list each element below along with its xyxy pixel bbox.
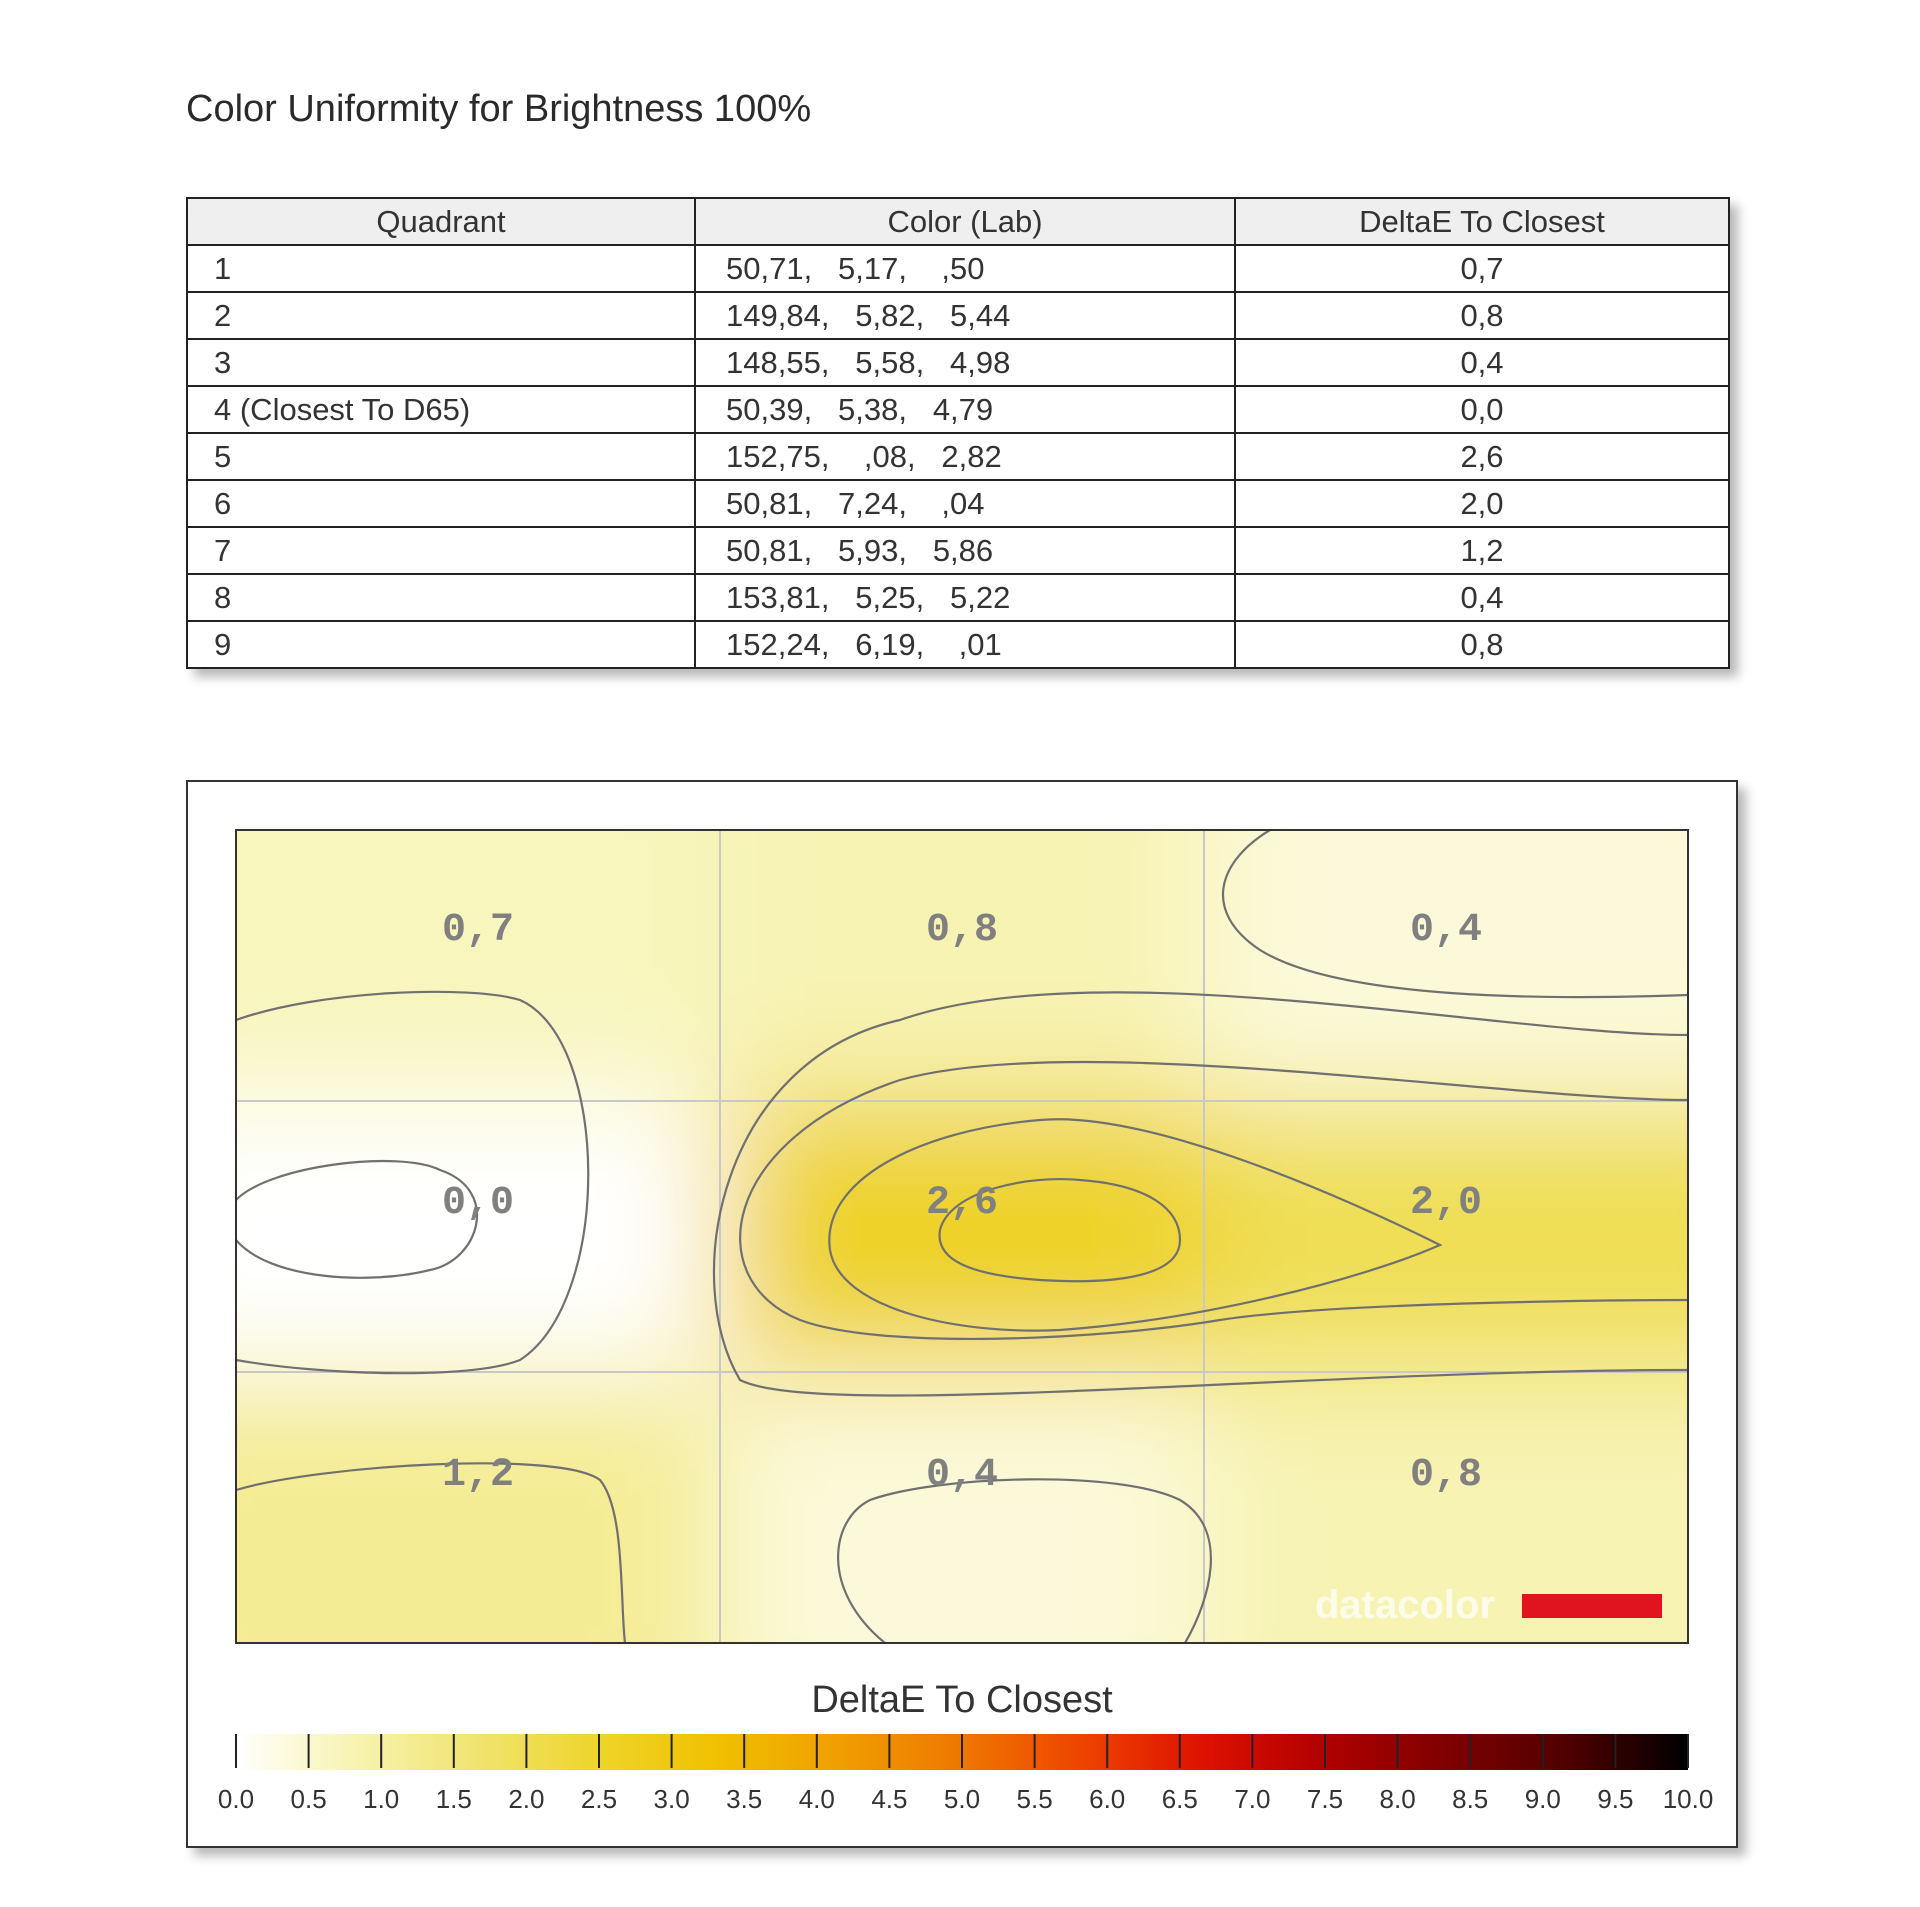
heatmap-cell [720,1101,1204,1372]
deltae-cell: 0,4 [1234,338,1730,387]
colorbar-tick-label: 3.5 [726,1784,762,1814]
datacolor-logo: datacolor [1315,1583,1662,1627]
table-row: 1 50,71, 5,17, ,50 0,7 [186,244,1730,293]
contour-line [1221,830,1688,999]
table-row: 8 153,81, 5,25, 5,22 0,4 [186,573,1730,622]
heatmap-cell [236,1372,720,1643]
cell-value-label: 0,8 [926,908,998,953]
contour-line [236,1160,479,1279]
table-header-row: Quadrant Color (Lab) DeltaE To Closest [186,197,1730,246]
deltae-cell: 2,6 [1234,432,1730,481]
colorbar-tick-label: 6.5 [1162,1784,1198,1814]
table-row: 7 50,81, 5,93, 5,86 1,2 [186,526,1730,575]
column-header-color-lab: Color (Lab) [694,197,1236,246]
page-title: Color Uniformity for Brightness 100% [186,88,812,130]
color-lab-cell: 50,81, 5,93, 5,86 [694,526,1236,575]
colorbar-tick-label: 2.0 [508,1784,544,1814]
uniformity-table: Quadrant Color (Lab) DeltaE To Closest 1… [186,197,1730,669]
quadrant-cell: 9 [186,620,696,669]
heatmap-cell [720,1372,1204,1643]
colorbar-tick-label: 9.5 [1597,1784,1633,1814]
table-row: 4 (Closest To D65) 50,39, 5,38, 4,79 0,0 [186,385,1730,434]
deltae-cell: 2,0 [1234,479,1730,528]
color-lab-cell: 149,84, 5,82, 5,44 [694,291,1236,340]
quadrant-cell: 4 (Closest To D65) [186,385,696,434]
color-lab-cell: 50,39, 5,38, 4,79 [694,385,1236,434]
heatmap-cell [720,830,1204,1101]
svg-text:datacolor: datacolor [1315,1583,1495,1627]
table-row: 6 50,81, 7,24, ,04 2,0 [186,479,1730,528]
deltae-cell: 0,8 [1234,620,1730,669]
cell-value-label: 1,2 [442,1453,514,1498]
quadrant-cell: 3 [186,338,696,387]
table-row: 2 149,84, 5,82, 5,44 0,8 [186,291,1730,340]
heatmap-cell [1204,1101,1688,1372]
deltae-cell: 0,7 [1234,244,1730,293]
colorbar-tick-label: 1.0 [363,1784,399,1814]
contour-line [236,990,590,1375]
colorbar-tick-label: 3.0 [654,1784,690,1814]
cell-value-label: 2,0 [1410,1181,1482,1226]
deltae-cell: 0,4 [1234,573,1730,622]
column-header-deltae: DeltaE To Closest [1234,197,1730,246]
cell-value-label: 2,6 [926,1181,998,1226]
quadrant-cell: 8 [186,573,696,622]
contour-line [713,991,1688,1397]
contour-line [236,1462,627,1643]
cell-value-label: 0,4 [926,1453,998,1498]
cell-value-label: 0,4 [1410,908,1482,953]
colorbar-tick-label: 1.5 [436,1784,472,1814]
deltae-cell: 0,8 [1234,291,1730,340]
color-lab-cell: 152,75, ,08, 2,82 [694,432,1236,481]
deltae-cell: 0,0 [1234,385,1730,434]
colorbar-tick-label: 8.0 [1380,1784,1416,1814]
colorbar-tick-label: 7.5 [1307,1784,1343,1814]
quadrant-cell: 7 [186,526,696,575]
column-header-quadrant: Quadrant [186,197,696,246]
quadrant-cell: 2 [186,291,696,340]
colorbar-tick-label: 8.5 [1452,1784,1488,1814]
color-lab-cell: 148,55, 5,58, 4,98 [694,338,1236,387]
brand-bar [1522,1594,1662,1618]
colorbar-tick-label: 5.5 [1017,1784,1053,1814]
color-lab-cell: 152,24, 6,19, ,01 [694,620,1236,669]
contour-line [739,1060,1688,1340]
colorbar-tick-label: 10.0 [1663,1784,1714,1814]
table-row: 3 148,55, 5,58, 4,98 0,4 [186,338,1730,387]
cell-value-label: 0,7 [442,908,514,953]
color-lab-cell: 50,81, 7,24, ,04 [694,479,1236,528]
colorbar-tick-label: 6.0 [1089,1784,1125,1814]
colorbar-tick-label: 5.0 [944,1784,980,1814]
contour-line [837,1478,1212,1643]
colorbar-tick-label: 2.5 [581,1784,617,1814]
heatmap-cell [236,1101,720,1372]
heatmap-cell [1204,1372,1688,1643]
color-lab-cell: 153,81, 5,25, 5,22 [694,573,1236,622]
deltae-cell: 1,2 [1234,526,1730,575]
heatmap-cell [1204,830,1688,1101]
quadrant-cell: 5 [186,432,696,481]
colorbar-tick-label: 9.0 [1525,1784,1561,1814]
contour-line [828,1118,1443,1332]
cell-value-label: 0,0 [442,1181,514,1226]
colorbar-title: DeltaE To Closest [811,1679,1113,1721]
heatmap-cell [236,830,720,1101]
colorbar-tick-label: 0.0 [218,1784,254,1814]
contour-line [938,1177,1182,1283]
colorbar-tick-label: 4.0 [799,1784,835,1814]
quadrant-cell: 1 [186,244,696,293]
table-row: 5 152,75, ,08, 2,82 2,6 [186,432,1730,481]
table-row: 9 152,24, 6,19, ,01 0,8 [186,620,1730,669]
color-lab-cell: 50,71, 5,17, ,50 [694,244,1236,293]
colorbar-tick-label: 4.5 [871,1784,907,1814]
colorbar-tick-label: 0.5 [291,1784,327,1814]
colorbar-tick-label: 7.0 [1234,1784,1270,1814]
cell-value-label: 0,8 [1410,1453,1482,1498]
plot-border [235,829,1689,1644]
quadrant-cell: 6 [186,479,696,528]
